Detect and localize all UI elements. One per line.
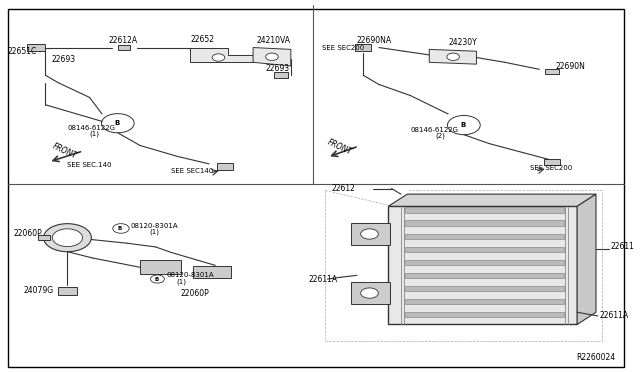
Text: SEE SEC140: SEE SEC140 xyxy=(172,168,214,174)
Text: 22651C: 22651C xyxy=(8,47,37,56)
Text: 22652: 22652 xyxy=(190,35,214,44)
Text: 08146-6122G: 08146-6122G xyxy=(410,126,458,132)
Bar xyxy=(404,247,564,252)
Bar xyxy=(544,158,560,165)
Circle shape xyxy=(150,275,164,283)
Text: B: B xyxy=(460,122,465,128)
Polygon shape xyxy=(388,194,596,206)
Circle shape xyxy=(361,229,378,239)
Text: SEE SEC.140: SEE SEC.140 xyxy=(67,162,112,168)
Polygon shape xyxy=(190,48,253,62)
Bar xyxy=(545,68,559,74)
Circle shape xyxy=(447,53,460,61)
Circle shape xyxy=(44,224,92,252)
Bar xyxy=(193,266,231,278)
Polygon shape xyxy=(429,49,476,64)
Bar xyxy=(404,208,564,212)
Text: B: B xyxy=(118,226,122,231)
Text: 22611A: 22611A xyxy=(308,275,337,283)
Bar xyxy=(118,45,131,50)
Text: (1): (1) xyxy=(176,278,186,285)
Bar xyxy=(404,234,564,239)
Text: 24230Y: 24230Y xyxy=(448,38,477,46)
Bar xyxy=(38,235,51,240)
Circle shape xyxy=(52,229,83,247)
Polygon shape xyxy=(253,48,291,66)
Bar xyxy=(404,221,564,226)
Text: SEE SEC200: SEE SEC200 xyxy=(323,45,365,51)
Bar xyxy=(404,286,564,291)
Bar xyxy=(404,273,564,278)
Text: FRONT: FRONT xyxy=(326,137,353,157)
Circle shape xyxy=(212,54,225,61)
Polygon shape xyxy=(388,206,577,324)
Bar xyxy=(404,312,564,317)
Circle shape xyxy=(101,113,134,133)
Text: (1): (1) xyxy=(90,131,99,137)
Polygon shape xyxy=(351,223,390,245)
Bar xyxy=(355,44,371,51)
Text: (2): (2) xyxy=(436,132,445,139)
Bar xyxy=(275,72,288,78)
Text: 22060P: 22060P xyxy=(180,289,209,298)
Circle shape xyxy=(447,115,480,135)
Circle shape xyxy=(361,288,378,298)
Text: 24210VA: 24210VA xyxy=(256,36,290,45)
Polygon shape xyxy=(351,282,390,304)
Text: (1): (1) xyxy=(149,228,159,235)
Bar xyxy=(404,260,564,265)
Text: 22611: 22611 xyxy=(611,243,634,251)
Text: 22060P: 22060P xyxy=(14,230,43,238)
Circle shape xyxy=(266,53,278,61)
Bar xyxy=(217,163,232,170)
Text: B: B xyxy=(154,276,158,282)
Text: R2260024: R2260024 xyxy=(576,353,615,362)
Text: 22690NA: 22690NA xyxy=(357,36,392,45)
Circle shape xyxy=(113,224,129,233)
Text: 22690N: 22690N xyxy=(555,62,585,71)
Text: FRONT: FRONT xyxy=(51,142,78,161)
Text: 22612: 22612 xyxy=(332,184,356,193)
Text: B: B xyxy=(114,120,119,126)
Bar xyxy=(404,299,564,304)
Bar xyxy=(27,44,45,51)
Text: 08120-8301A: 08120-8301A xyxy=(131,222,178,228)
Text: 08120-8301A: 08120-8301A xyxy=(167,272,214,278)
Polygon shape xyxy=(577,194,596,324)
Text: 22693: 22693 xyxy=(266,64,290,73)
Text: 24079G: 24079G xyxy=(24,286,54,295)
Bar xyxy=(58,287,77,295)
Text: 22693: 22693 xyxy=(52,55,76,64)
Text: SEE SEC200: SEE SEC200 xyxy=(530,165,572,171)
Bar xyxy=(140,260,180,274)
Text: 08146-6122G: 08146-6122G xyxy=(67,125,115,131)
Text: 22611A: 22611A xyxy=(600,311,629,320)
Text: 22612A: 22612A xyxy=(108,36,138,45)
